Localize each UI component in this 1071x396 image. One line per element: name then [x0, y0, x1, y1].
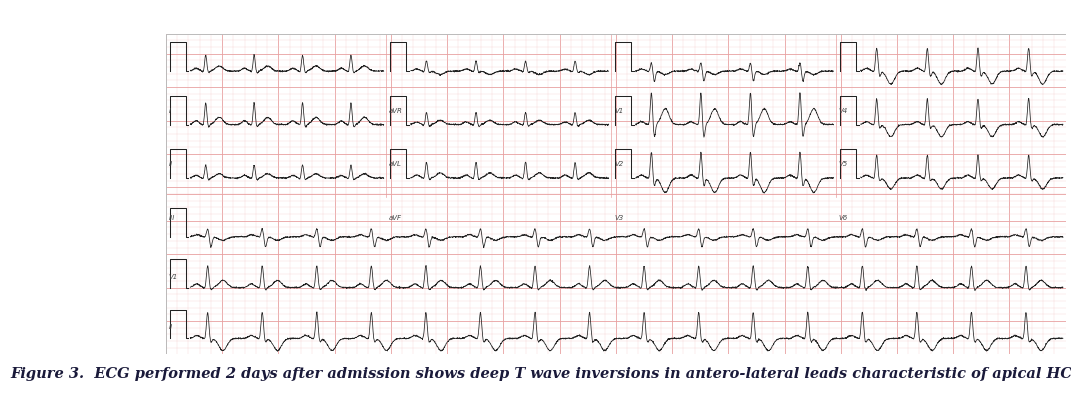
Text: I: I	[169, 108, 171, 114]
Text: III: III	[169, 215, 175, 221]
Text: V1: V1	[169, 274, 178, 280]
Text: II: II	[169, 162, 172, 168]
Text: aVL: aVL	[389, 162, 402, 168]
Text: V5: V5	[839, 162, 848, 168]
Text: aVF: aVF	[389, 215, 402, 221]
Text: II: II	[169, 324, 172, 330]
Text: V4: V4	[839, 108, 848, 114]
Text: V5: V5	[169, 375, 178, 381]
Text: V3: V3	[614, 215, 623, 221]
Text: aVR: aVR	[389, 108, 403, 114]
Text: V6: V6	[839, 215, 848, 221]
Text: V2: V2	[614, 162, 623, 168]
Text: Figure 3.  ECG performed 2 days after admission shows deep T wave inversions in : Figure 3. ECG performed 2 days after adm…	[11, 367, 1071, 381]
Text: V1: V1	[614, 108, 623, 114]
